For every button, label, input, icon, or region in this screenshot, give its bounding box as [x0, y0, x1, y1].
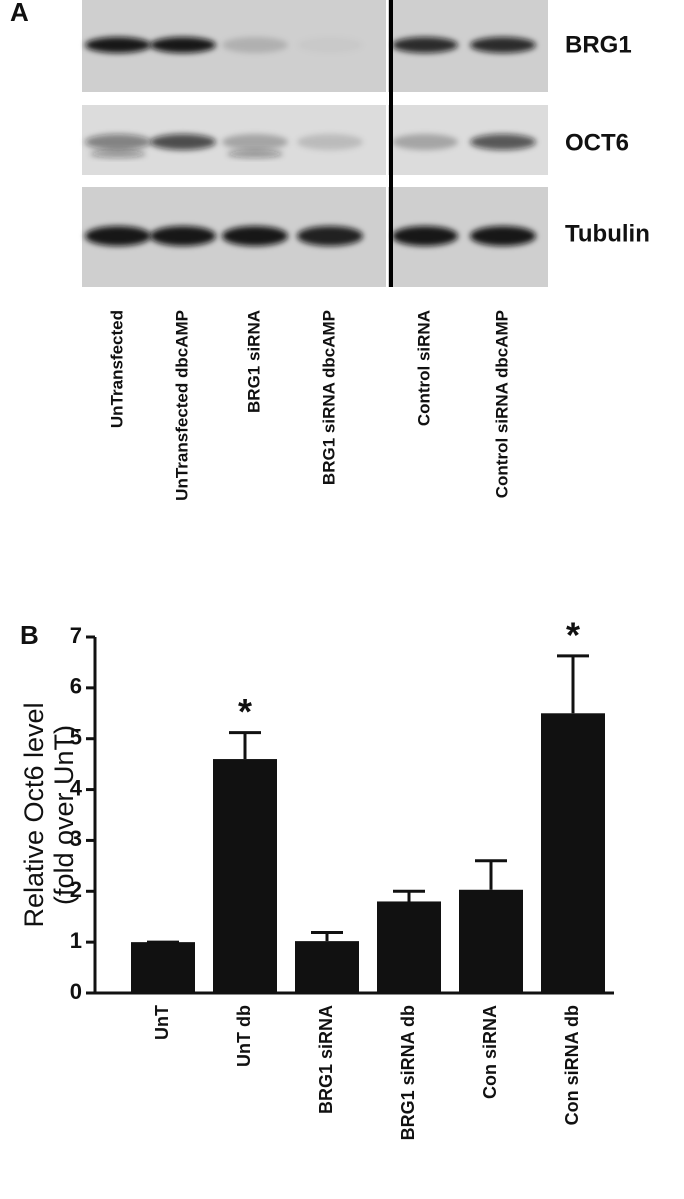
bar	[213, 759, 277, 993]
blot-band	[470, 37, 536, 53]
y-tick-label: 6	[70, 674, 82, 699]
bar	[377, 901, 441, 993]
x-tick-label: BRG1 siRNA db	[398, 1005, 418, 1140]
blot-band	[392, 134, 458, 150]
y-tick-label: 5	[70, 725, 82, 750]
row-label: BRG1	[565, 31, 632, 58]
blot-band	[392, 37, 458, 53]
blot-band	[85, 226, 151, 246]
error-bar	[311, 930, 343, 942]
row-label: Tubulin	[565, 220, 650, 247]
error-bar	[229, 731, 261, 760]
blot-band	[392, 226, 458, 246]
panel-label: A	[10, 0, 29, 27]
blot-band	[297, 37, 363, 53]
blot-band	[85, 37, 151, 53]
blot-band	[227, 150, 283, 158]
significance-marker: *	[238, 691, 252, 732]
x-tick-label: Con siRNA	[480, 1005, 500, 1099]
blot-band	[150, 37, 216, 53]
error-bar	[475, 859, 507, 890]
x-tick-label: BRG1 siRNA	[316, 1005, 336, 1114]
significance-marker: *	[566, 614, 580, 655]
x-tick-label: UnT	[152, 1005, 172, 1040]
y-tick-label: 3	[70, 826, 82, 851]
blot-band	[297, 226, 363, 246]
bar	[295, 941, 359, 993]
blot-band	[150, 226, 216, 246]
lane-label: UnTransfected dbcAMP	[172, 310, 191, 501]
blot-band	[470, 226, 536, 246]
blot-band	[222, 37, 288, 53]
lane-label: UnTransfected	[107, 310, 126, 428]
row-label: OCT6	[565, 129, 629, 156]
blot-band	[90, 150, 146, 158]
panel-label: B	[20, 620, 39, 650]
y-tick-label: 2	[70, 877, 82, 902]
blot-band	[222, 226, 288, 246]
y-axis-label: (fold over UnT)	[49, 725, 79, 905]
blot-band	[297, 134, 363, 150]
lane-label: Control siRNA dbcAMP	[492, 310, 511, 498]
blot-band	[150, 134, 216, 150]
y-tick-label: 4	[70, 775, 83, 800]
y-tick-label: 0	[70, 979, 82, 1004]
bar	[131, 942, 195, 993]
lane-label: BRG1 siRNA	[244, 310, 263, 413]
bar	[459, 889, 523, 993]
blot-band	[470, 134, 536, 150]
blot-band	[222, 134, 288, 150]
y-axis-label: Relative Oct6 level	[19, 702, 49, 927]
y-tick-label: 7	[70, 623, 82, 648]
lane-label: BRG1 siRNA dbcAMP	[319, 310, 338, 485]
bar	[541, 713, 605, 993]
blot-band	[85, 134, 151, 150]
western-blot	[82, 0, 548, 287]
y-tick-label: 1	[70, 928, 82, 953]
x-tick-label: Con siRNA db	[562, 1005, 582, 1125]
x-tick-label: UnT db	[234, 1005, 254, 1067]
error-bar	[393, 889, 425, 902]
lane-label: Control siRNA	[414, 310, 433, 426]
error-bar	[557, 654, 589, 714]
